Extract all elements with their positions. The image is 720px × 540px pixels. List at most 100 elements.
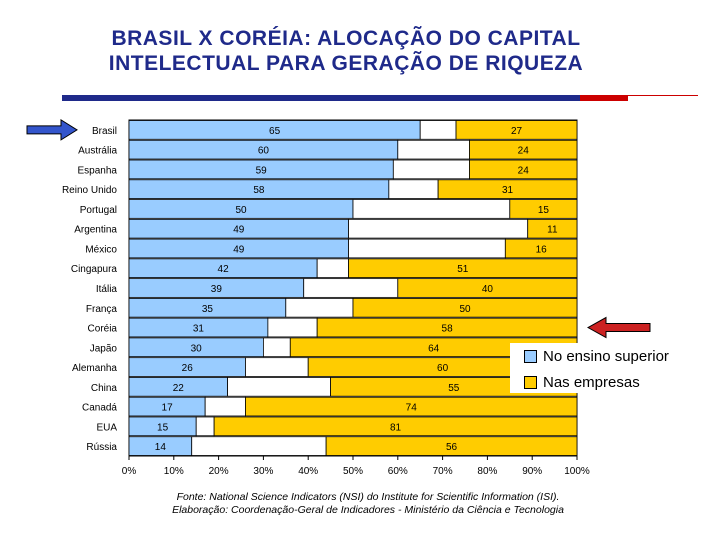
- legend-label-empresas: Nas empresas: [543, 373, 640, 391]
- bar-empresas-australia: [469, 139, 578, 160]
- bar-gap-argentina: [348, 218, 529, 239]
- title-underline-red: [580, 95, 628, 101]
- data-label-ensino-australia: 60: [258, 146, 270, 157]
- bar-empresas-coreia: [316, 317, 578, 338]
- bar-empresas-mexico: [504, 238, 578, 259]
- data-label-empresas-mexico: 16: [536, 244, 548, 255]
- bar-gap-australia: [397, 139, 470, 160]
- category-label-alemanha: Alemanha: [72, 363, 117, 374]
- bar-empresas-canada: [245, 396, 578, 417]
- data-label-empresas-franca: 50: [459, 304, 471, 315]
- x-tick-label: 60%: [388, 466, 408, 477]
- category-label-brasil: Brasil: [92, 126, 117, 137]
- bar-gap-cingapura: [316, 258, 349, 279]
- highlight-arrow-coreia: [586, 316, 651, 339]
- bar-gap-espanha: [392, 159, 470, 180]
- chart-legend: No ensino superior Nas empresas: [510, 343, 710, 393]
- footnote-credit: Elaboração: Coordenação-Geral de Indicad…: [172, 504, 564, 516]
- category-label-eua: EUA: [96, 422, 117, 433]
- legend-label-ensino: No ensino superior: [543, 347, 669, 365]
- data-label-ensino-italia: 39: [211, 284, 223, 295]
- category-label-russia: Rússia: [86, 442, 117, 453]
- category-label-australia: Austrália: [78, 146, 117, 157]
- footnote-source: Fonte: National Science Indicators (NSI)…: [176, 491, 560, 503]
- data-label-ensino-eua: 15: [157, 422, 169, 433]
- x-tick-label: 10%: [164, 466, 184, 477]
- data-label-empresas-alemanha: 60: [437, 363, 449, 374]
- data-label-empresas-coreia: 58: [442, 324, 454, 335]
- data-label-ensino-coreia: 31: [193, 324, 205, 335]
- data-label-ensino-brasil: 65: [269, 126, 281, 137]
- bar-gap-eua: [195, 416, 215, 437]
- bar-gap-italia: [303, 278, 399, 298]
- x-tick-label: 40%: [298, 466, 318, 477]
- data-label-empresas-japao: 64: [428, 343, 440, 354]
- legend-item-empresas: Nas empresas: [524, 373, 640, 391]
- data-label-empresas-cingapura: 51: [457, 264, 469, 275]
- category-label-canada: Canadá: [82, 403, 117, 414]
- x-tick-label: 80%: [477, 466, 497, 477]
- legend-swatch-empresas: [524, 375, 537, 389]
- data-label-empresas-china: 55: [448, 383, 460, 394]
- data-label-ensino-alemanha: 26: [182, 363, 194, 374]
- data-label-ensino-reino-unido: 58: [253, 185, 265, 196]
- bar-empresas-portugal: [509, 199, 578, 219]
- category-label-mexico: México: [85, 244, 117, 255]
- bar-gap-portugal: [352, 199, 511, 219]
- category-label-espanha: Espanha: [78, 165, 118, 176]
- category-label-reino-unido: Reino Unido: [62, 185, 117, 196]
- data-label-ensino-mexico: 49: [233, 244, 245, 255]
- category-label-china: China: [91, 383, 118, 394]
- category-label-argentina: Argentina: [74, 225, 117, 236]
- category-label-portugal: Portugal: [80, 205, 117, 216]
- bar-gap-franca: [285, 297, 354, 318]
- bar-gap-russia: [191, 436, 327, 456]
- data-label-empresas-brasil: 27: [511, 126, 523, 137]
- footnote: Fonte: National Science Indicators (NSI)…: [0, 491, 720, 517]
- bar-empresas-argentina: [527, 218, 578, 239]
- data-label-ensino-cingapura: 42: [218, 264, 230, 275]
- data-label-ensino-russia: 14: [155, 442, 167, 453]
- data-label-empresas-italia: 40: [482, 284, 494, 295]
- data-label-empresas-portugal: 15: [538, 205, 550, 216]
- data-label-ensino-china: 22: [173, 383, 185, 394]
- legend-swatch-ensino: [524, 349, 537, 363]
- category-label-coreia: Coréia: [88, 324, 118, 335]
- x-tick-label: 50%: [343, 466, 363, 477]
- title-line-1: BRASIL X CORÉIA: ALOCAÇÃO DO CAPITAL: [111, 27, 581, 50]
- title-underline-blue: [62, 95, 628, 101]
- bar-empresas-eua: [213, 416, 578, 437]
- data-label-ensino-japao: 30: [191, 343, 203, 354]
- bar-empresas-russia: [325, 436, 578, 456]
- bar-gap-reino-unido: [388, 179, 439, 199]
- highlight-arrow-brasil: [26, 118, 78, 141]
- bar-gap-china: [227, 377, 331, 397]
- x-tick-label: 90%: [522, 466, 542, 477]
- bar-empresas-reino-unido: [437, 179, 578, 199]
- data-label-empresas-australia: 24: [518, 146, 530, 157]
- bar-gap-coreia: [267, 317, 318, 338]
- category-label-japao: Japão: [90, 343, 118, 354]
- category-label-cingapura: Cingapura: [71, 264, 118, 275]
- bar-empresas-franca: [352, 297, 578, 318]
- chart-title: BRASIL X CORÉIA: ALOCAÇÃO DO CAPITAL INT…: [0, 26, 692, 76]
- data-label-ensino-franca: 35: [202, 304, 214, 315]
- category-label-franca: França: [86, 304, 118, 315]
- bar-gap-brasil: [419, 120, 457, 140]
- bar-gap-canada: [204, 396, 246, 417]
- bar-empresas-italia: [397, 278, 578, 298]
- data-label-ensino-argentina: 49: [233, 225, 245, 236]
- data-label-ensino-canada: 17: [162, 403, 174, 414]
- bar-gap-alemanha: [245, 357, 309, 377]
- category-label-italia: Itália: [96, 284, 118, 295]
- data-label-ensino-espanha: 59: [256, 165, 268, 176]
- bar-gap-mexico: [348, 238, 506, 259]
- data-label-empresas-canada: 74: [406, 403, 418, 414]
- title-underline-thin: [628, 95, 698, 96]
- bar-gap-japao: [262, 337, 291, 358]
- legend-item-ensino: No ensino superior: [524, 347, 669, 365]
- data-label-empresas-russia: 56: [446, 442, 458, 453]
- x-tick-label: 20%: [209, 466, 229, 477]
- data-label-empresas-espanha: 24: [518, 165, 530, 176]
